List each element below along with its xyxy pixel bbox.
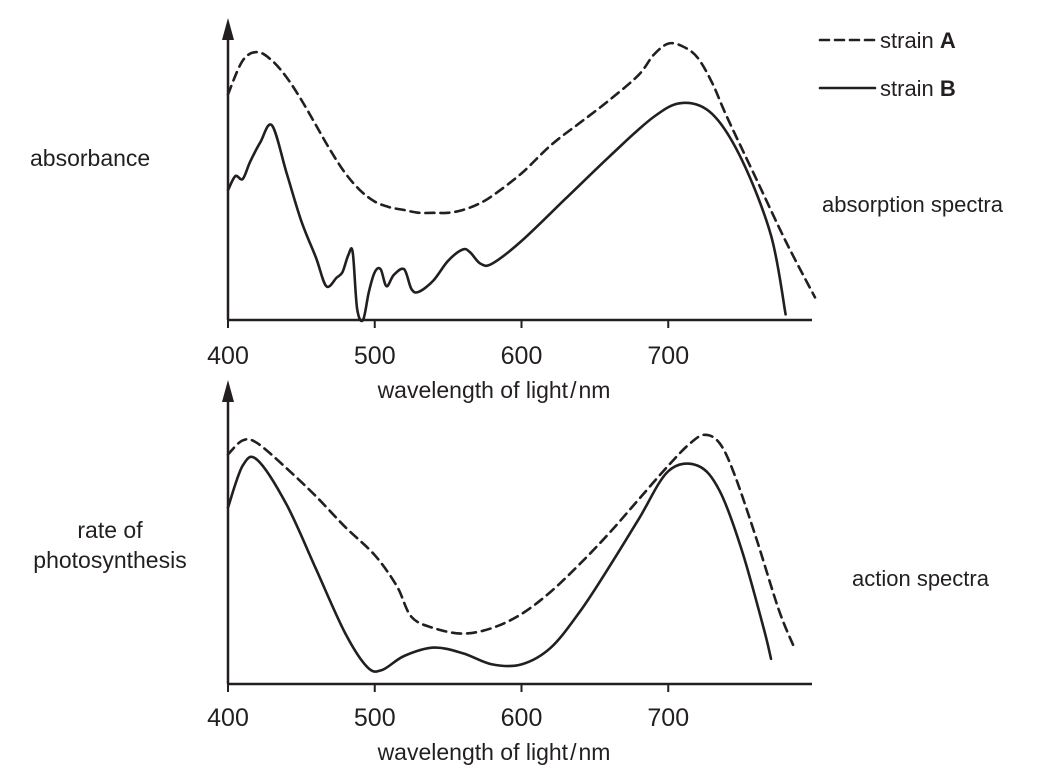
action-curve-strain-a: [226, 433, 795, 647]
absorption-x-axis-label: wavelength of light/nm: [377, 377, 611, 403]
action-chart: rate of photosynthesis action spectra 40…: [33, 380, 990, 765]
rate-y-label-line1: rate of: [77, 517, 143, 543]
absorption-x-tick-label-700: 700: [647, 342, 689, 370]
absorption-x-tick-label-600: 600: [501, 342, 543, 370]
rate-y-label-line2: photosynthesis: [33, 547, 186, 573]
action-ticks: 400 500 600 700: [207, 684, 689, 732]
action-x-tick-label-400: 400: [207, 704, 249, 732]
absorbance-y-label: absorbance: [30, 145, 150, 171]
absorption-ticks: 400 500 600 700: [207, 320, 689, 370]
legend-label-strain-b: strain B: [880, 76, 956, 101]
legend-label-strain-a: strain A: [880, 28, 956, 53]
absorption-y-axis-arrow-icon: [222, 18, 234, 40]
absorption-chart: absorbance absorption spectra 400 500 600 7…: [30, 18, 1004, 403]
action-x-axis-label: wavelength of light/nm: [377, 739, 611, 765]
action-x-tick-label-700: 700: [647, 704, 689, 732]
absorption-curve-strain-b: [226, 101, 787, 323]
action-series: [226, 433, 795, 673]
action-curve-strain-b: [226, 455, 773, 673]
absorption-curve-strain-a: [226, 41, 817, 299]
action-spectra-title: action spectra: [852, 566, 990, 591]
action-y-axis-arrow-icon: [222, 380, 234, 402]
legend: strain A strain B: [818, 28, 956, 101]
absorption-series: [226, 41, 817, 323]
action-x-tick-label-600: 600: [501, 704, 543, 732]
absorption-x-tick-label-400: 400: [207, 342, 249, 370]
absorption-x-tick-label-500: 500: [354, 342, 396, 370]
action-x-tick-label-500: 500: [354, 704, 396, 732]
absorption-spectra-title: absorption spectra: [822, 192, 1004, 217]
